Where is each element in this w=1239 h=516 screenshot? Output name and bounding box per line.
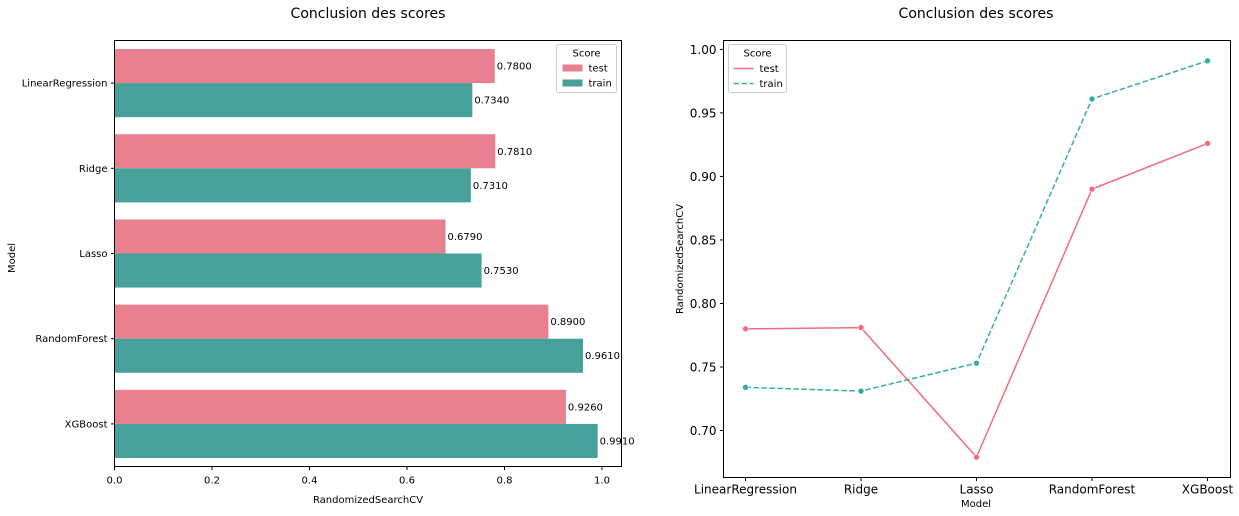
legend-swatch-train	[562, 79, 583, 87]
bar-chart: Conclusion des scores 0.7800 0.7340 0.7810…	[7, 6, 635, 506]
x-tick-label: 1.0	[594, 476, 610, 487]
chart-title: Conclusion des scores	[291, 6, 446, 22]
legend: Score test train	[728, 44, 787, 93]
line-chart: Conclusion des scores 0.70 0.75 0.80 0.85 0.…	[675, 6, 1233, 510]
x-tick-label: 0.2	[204, 476, 220, 487]
series-line-test	[745, 142, 1208, 459]
y-tick-label: Lasso	[79, 249, 107, 260]
legend-box	[728, 44, 787, 93]
data-label: 0.9260	[568, 402, 603, 413]
bar-test	[114, 219, 446, 254]
data-point-train	[857, 387, 865, 395]
data-label: 0.6790	[448, 232, 483, 243]
y-axis-label: RandomizedSearchCV	[675, 204, 686, 314]
x-tick-label: 0.4	[302, 476, 318, 487]
x-tick-label: 0.0	[107, 476, 123, 487]
x-axis-label: Model	[961, 499, 991, 510]
data-point-test	[857, 324, 865, 331]
bar-test	[114, 304, 549, 339]
chart-title: Conclusion des scores	[899, 6, 1054, 22]
x-tick-label: 0.8	[497, 476, 513, 487]
bar-train	[114, 423, 598, 458]
data-point-train	[973, 359, 980, 367]
legend-label-train: train	[760, 79, 783, 90]
legend-label-train: train	[589, 79, 612, 90]
data-point-train	[742, 384, 749, 391]
data-label: 0.7310	[473, 181, 508, 192]
y-tick-label: 0.95	[690, 106, 717, 120]
y-tick-label: 1.00	[690, 43, 717, 57]
y-tick-label: 0.90	[690, 170, 717, 184]
data-point-test	[973, 453, 980, 461]
legend-swatch-test	[562, 64, 583, 72]
data-label: 0.9910	[600, 436, 635, 447]
data-point-test	[1088, 185, 1096, 193]
bar-train	[114, 338, 583, 373]
x-tick-label: Ridge	[844, 483, 878, 497]
bar-test	[114, 389, 566, 424]
bar-test	[114, 49, 495, 84]
data-label: 0.8900	[550, 317, 585, 328]
legend-label-test: test	[760, 64, 779, 75]
data-label: 0.7800	[497, 62, 532, 73]
x-tick-label: LinearRegression	[694, 483, 797, 497]
bar-train	[114, 83, 473, 118]
y-tick-label: 0.80	[690, 297, 717, 311]
y-tick-label: XGBoost	[65, 419, 108, 430]
x-tick-label: 0.6	[399, 476, 415, 487]
y-tick-label: 0.75	[690, 360, 717, 374]
data-label: 0.9610	[585, 351, 620, 362]
series-line-train	[745, 60, 1208, 392]
data-label: 0.7340	[474, 96, 509, 107]
legend-title: Score	[743, 49, 771, 60]
x-tick-label: RandomForest	[1049, 483, 1136, 497]
y-tick-label: RandomForest	[35, 334, 107, 345]
plot-frame	[723, 40, 1231, 478]
y-tick-label: Ridge	[79, 164, 108, 175]
data-point-train	[1204, 57, 1211, 65]
legend-label-test: test	[589, 64, 608, 75]
data-point-test	[742, 325, 749, 333]
x-tick-label: XGBoost	[1182, 483, 1234, 497]
bar-train	[114, 168, 471, 203]
legend-title: Score	[572, 49, 600, 60]
bar-test	[114, 134, 496, 169]
data-label: 0.7810	[497, 147, 532, 158]
x-axis-label: RandomizedSearchCV	[313, 495, 423, 506]
y-tick-label: LinearRegression	[22, 79, 108, 90]
data-point-test	[1204, 140, 1211, 147]
data-point-train	[1088, 95, 1096, 103]
legend: Score test train	[556, 44, 617, 93]
y-tick-label: 0.85	[690, 233, 717, 247]
y-axis-label: Model	[7, 243, 18, 273]
data-label: 0.7530	[484, 266, 519, 277]
y-tick-label: 0.70	[690, 424, 717, 438]
bar-train	[114, 253, 482, 288]
x-tick-label: Lasso	[960, 483, 994, 497]
